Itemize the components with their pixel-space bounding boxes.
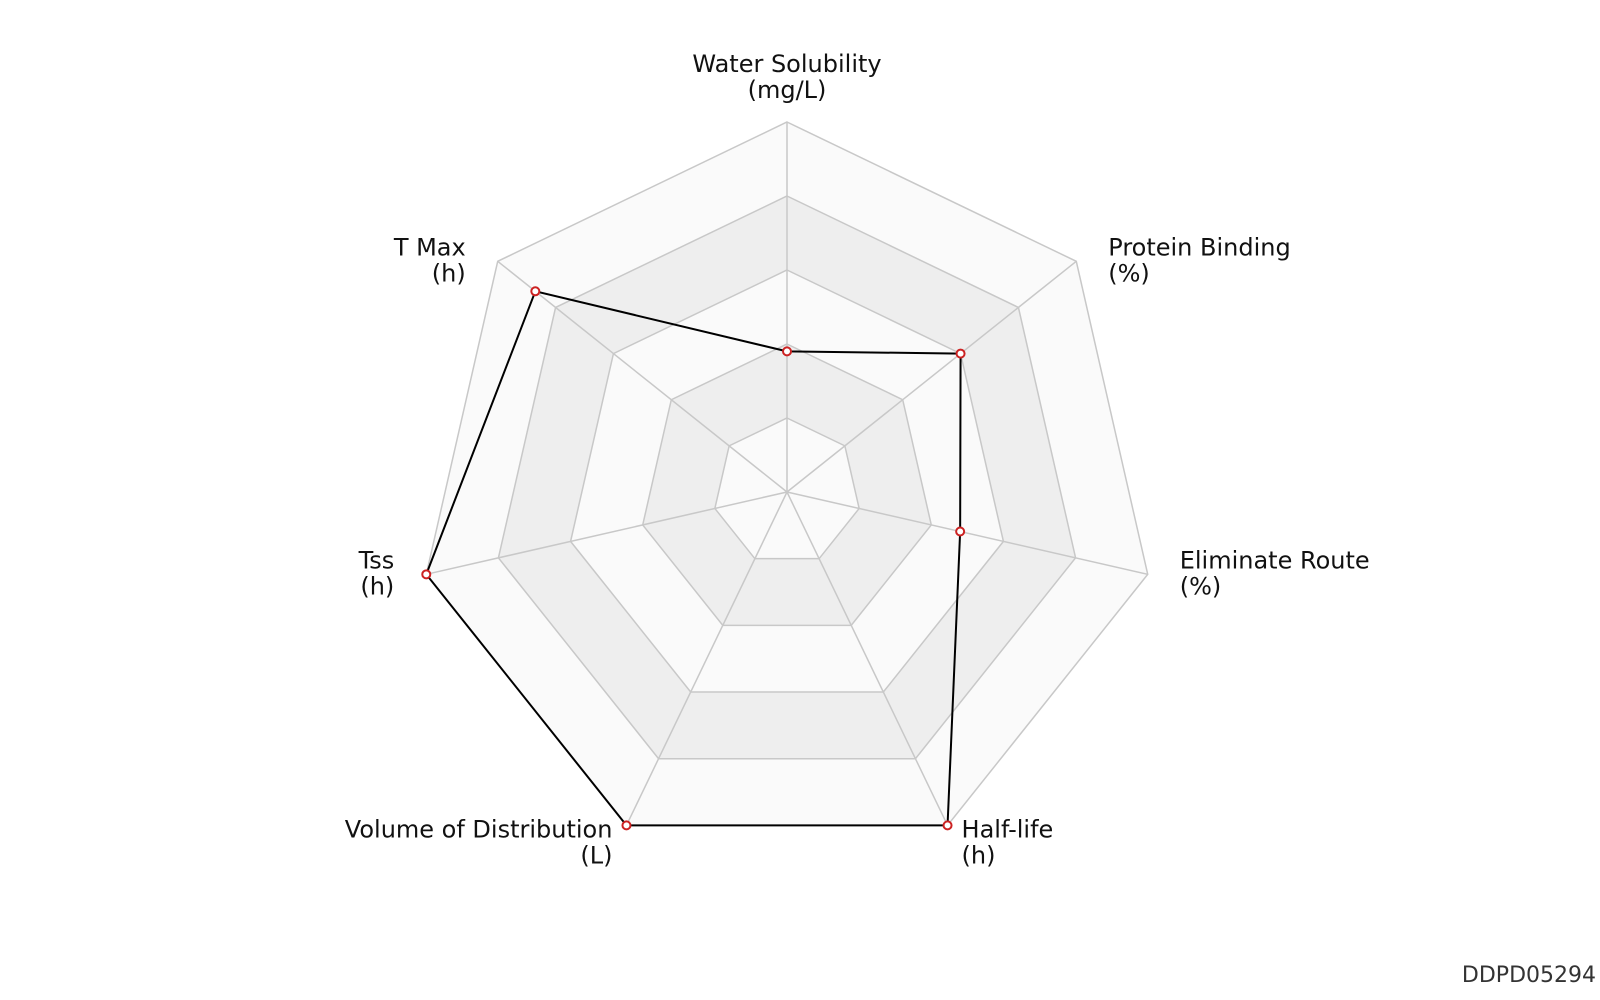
axis-unit: (%) (1180, 572, 1222, 600)
grid-spoke-5 (426, 491, 788, 576)
grid-spoke-6 (497, 260, 788, 493)
axis-unit: (mg/L) (748, 76, 827, 104)
data-point-2 (955, 526, 966, 537)
data-point-6 (530, 286, 541, 297)
data-point-3 (942, 820, 953, 831)
axis-unit: (h) (360, 572, 394, 600)
series-line (425, 290, 962, 827)
axis-label-6: T Max (h) (393, 233, 466, 287)
axis-label-5: Tss (h) (358, 546, 395, 600)
axis-label-2: Eliminate Route (%) (1180, 546, 1370, 600)
radar-grid-spokes (426, 122, 1148, 826)
axis-unit: (h) (962, 841, 996, 869)
axis-unit: (h) (432, 259, 466, 287)
axis-label-4: Volume of Distribution (L) (345, 815, 613, 869)
radar-axis-labels: Water Solubility (mg/L)Protein Binding (%)… (345, 50, 1370, 869)
axis-label-3: Half-life (h) (962, 815, 1054, 869)
data-point-0 (782, 346, 792, 357)
grid-spoke-2 (786, 491, 1148, 576)
axis-unit: (L) (580, 841, 612, 869)
radar-series (421, 286, 966, 831)
axis-name: Eliminate Route (1180, 546, 1370, 574)
axis-name: Tss (358, 546, 395, 574)
axis-name: Volume of Distribution (345, 815, 613, 843)
grid-spoke-1 (786, 260, 1077, 493)
data-point-1 (955, 348, 966, 359)
data-point-5 (421, 569, 432, 580)
grid-spoke-3 (786, 491, 949, 826)
axis-name: Protein Binding (1108, 233, 1290, 261)
axis-name: Half-life (962, 815, 1054, 843)
axis-name: T Max (393, 233, 466, 261)
data-point-4 (621, 820, 632, 831)
axis-label-0: Water Solubility (mg/L) (692, 50, 881, 104)
axis-name: Water Solubility (692, 50, 881, 78)
compound-id: DDPD05294 (1461, 963, 1596, 988)
axis-label-1: Protein Binding (%) (1108, 233, 1290, 287)
axis-unit: (%) (1108, 259, 1150, 287)
grid-spoke-4 (625, 491, 788, 826)
